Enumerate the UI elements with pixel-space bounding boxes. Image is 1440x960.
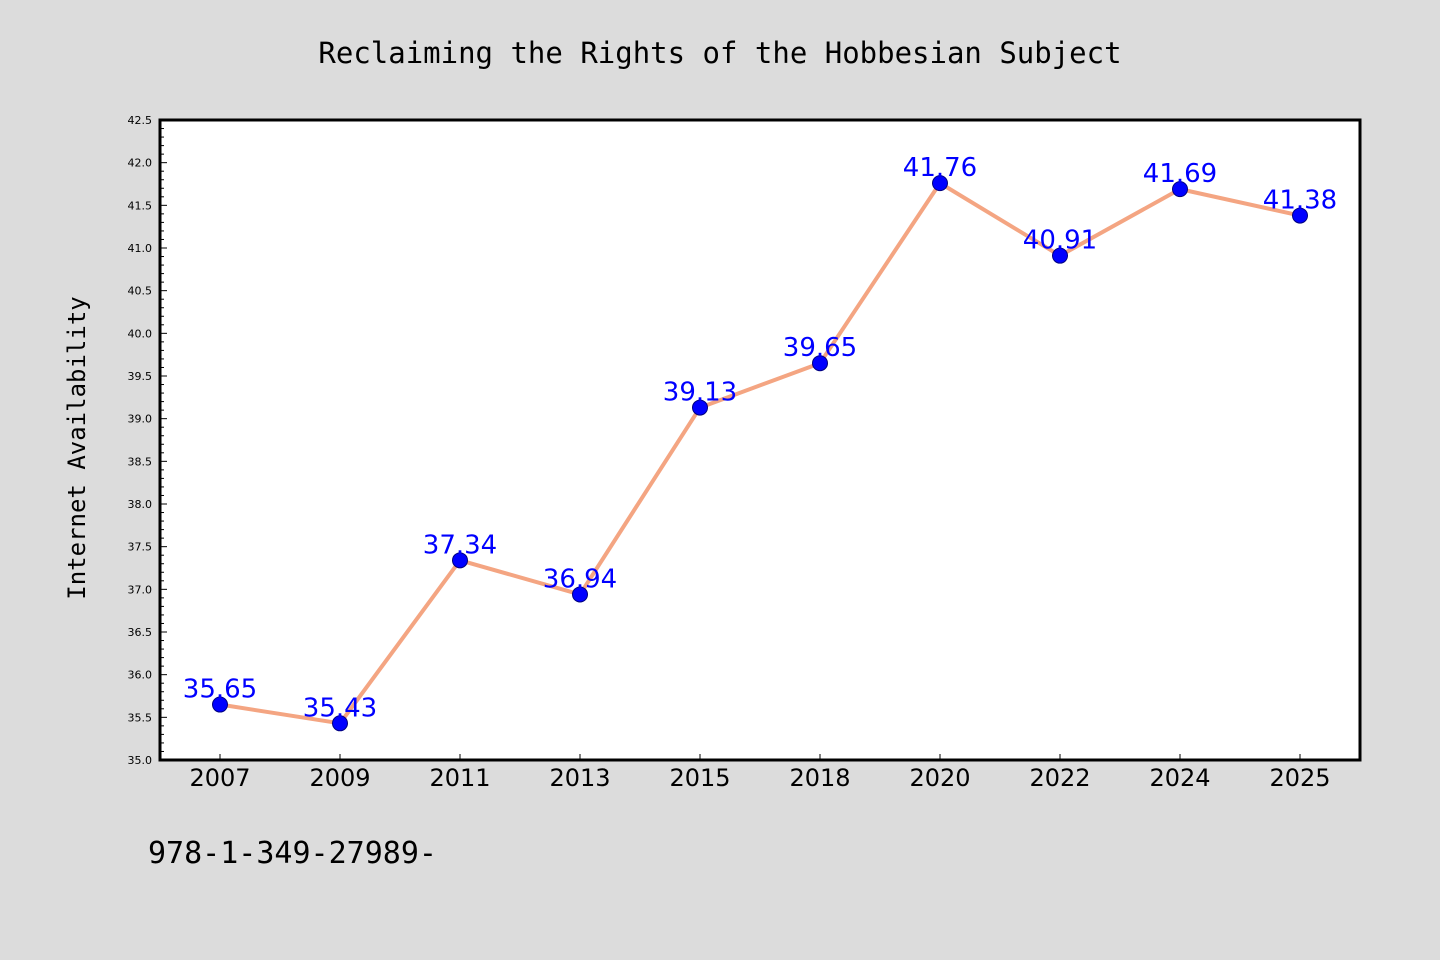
data-point (932, 175, 948, 192)
data-label: 41.38 (1263, 186, 1337, 216)
data-label: 35.43 (303, 693, 377, 723)
data-label: 37.34 (423, 530, 497, 560)
y-tick-label: 38.5 (128, 455, 153, 468)
y-tick-label: 40.0 (128, 327, 153, 340)
x-tick-label: 2025 (1269, 764, 1330, 792)
x-tick-label: 2007 (189, 764, 250, 792)
data-point (212, 696, 228, 713)
y-tick-label: 38.0 (128, 498, 153, 511)
plot-area (158, 118, 1362, 762)
x-tick-label: 2015 (669, 764, 730, 792)
data-point (1172, 181, 1188, 198)
data-point (572, 586, 588, 603)
x-tick-label: 2024 (1149, 764, 1210, 792)
y-axis-label: Internet Availability (63, 296, 91, 599)
y-tick-label: 41.5 (128, 199, 153, 212)
data-point (332, 715, 348, 732)
data-point (1052, 247, 1068, 264)
data-label: 39.13 (663, 378, 737, 408)
data-point (452, 552, 468, 569)
y-tick-label: 35.0 (128, 754, 153, 767)
y-tick-label: 35.5 (128, 711, 153, 724)
y-tick-label: 37.5 (128, 541, 153, 554)
data-label: 36.94 (543, 564, 617, 594)
data-points (212, 175, 1308, 732)
data-label: 40.91 (1023, 226, 1097, 256)
y-tick-label: 40.5 (128, 285, 153, 298)
y-tick-label: 39.0 (128, 413, 153, 426)
data-label: 41.76 (903, 153, 977, 183)
x-tick-label: 2018 (789, 764, 850, 792)
x-axis: 2007 2009 2011 2013 2015 2018 2020 2022 2024 2025 (189, 754, 1331, 792)
y-axis: 35.0 35.5 36.0 36.5 37.0 37.5 38.0 38.5 39.0 39.5… (128, 114, 167, 767)
y-tick-label: 39.5 (128, 370, 153, 383)
chart-title: Reclaiming the Rights of the Hobbesian S… (318, 36, 1121, 70)
x-tick-label: 2022 (1029, 764, 1090, 792)
data-label: 35.65 (183, 675, 257, 705)
data-label: 39.65 (783, 333, 857, 363)
series-line (219, 181, 1301, 726)
data-label: 41.69 (1143, 159, 1217, 189)
y-tick-label: 42.0 (128, 157, 153, 170)
x-tick-label: 2013 (549, 764, 610, 792)
x-tick-label: 2009 (309, 764, 370, 792)
data-point (812, 355, 828, 372)
footer-isbn: 978-1-349-27989- (148, 836, 437, 871)
data-labels: 35.65 35.43 37.34 36.94 39.13 39.65 41.76 40.91… (183, 153, 1337, 723)
data-point (692, 399, 708, 416)
y-tick-label: 42.5 (128, 114, 153, 127)
data-point (1292, 207, 1308, 224)
x-tick-label: 2020 (909, 764, 970, 792)
y-tick-label: 36.0 (128, 669, 153, 682)
y-tick-label: 37.0 (128, 583, 153, 596)
x-tick-label: 2011 (429, 764, 490, 792)
y-tick-label: 36.5 (128, 626, 153, 639)
y-tick-label: 41.0 (128, 242, 153, 255)
